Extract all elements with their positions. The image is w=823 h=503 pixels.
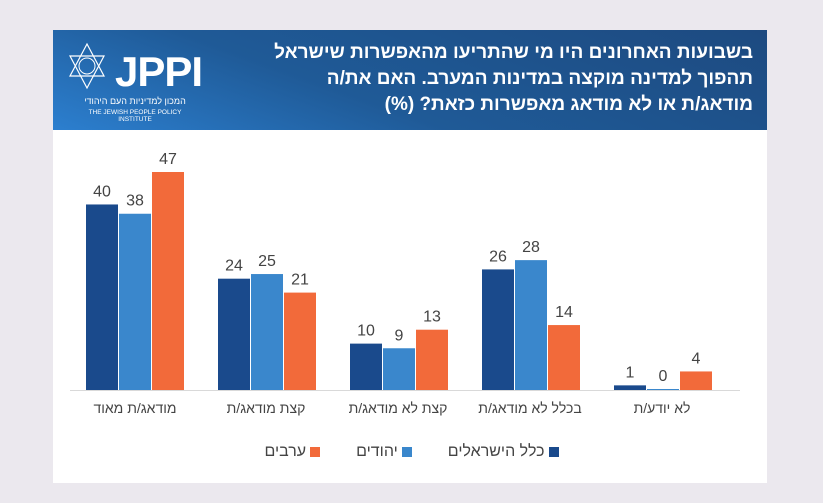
title-line: בשבועות האחרונים היו מי שהתריעו מהאפשרות… <box>274 42 753 63</box>
bar <box>251 274 283 390</box>
jppi-logo: JPPI המכון למדיניות העם היהודי THE JEWIS… <box>67 40 217 123</box>
category-label: קצת לא מודאג/ת <box>348 400 448 416</box>
bar <box>86 204 118 390</box>
category-label: מודאג/ת מאוד <box>93 400 177 416</box>
bar <box>119 213 151 390</box>
bar <box>152 172 184 390</box>
logo-english: THE JEWISH PEOPLE POLICY INSTITUTE <box>88 109 182 123</box>
legend-item: כלל הישראלים <box>448 443 559 461</box>
data-label: 14 <box>555 304 573 321</box>
title-line: מודאג/ת או לא מודאג מאפשרות כזאת? (%) <box>384 94 753 115</box>
data-label: 26 <box>489 248 507 265</box>
data-label: 10 <box>357 323 375 340</box>
legend-item: ערבים <box>264 443 321 461</box>
data-label: 28 <box>522 239 540 256</box>
bar <box>350 343 382 390</box>
legend-label: יהודים <box>356 443 398 460</box>
data-label: 1 <box>626 364 635 381</box>
bar <box>680 371 712 390</box>
bar <box>614 385 646 390</box>
data-label: 24 <box>225 258 243 275</box>
data-label: 40 <box>93 183 111 200</box>
data-label: 4 <box>692 350 701 367</box>
data-label: 13 <box>423 309 441 326</box>
header-banner: JPPI המכון למדיניות העם היהודי THE JEWIS… <box>53 30 767 130</box>
legend: ערבים יהודים כלל הישראלים <box>0 443 823 461</box>
bar <box>515 260 547 390</box>
bar <box>416 329 448 390</box>
legend-label: ערבים <box>264 443 307 460</box>
bar <box>218 278 250 390</box>
category-label: קצת מודאג/ת <box>226 400 306 416</box>
chart-card: JPPI המכון למדיניות העם היהודי THE JEWIS… <box>53 30 767 483</box>
data-label: 21 <box>291 272 309 289</box>
star-of-david-icon <box>69 42 105 90</box>
data-label: 25 <box>258 253 276 270</box>
bar <box>482 269 514 390</box>
bar <box>284 292 316 390</box>
logo-text: JPPI <box>115 48 203 95</box>
bar <box>383 348 415 390</box>
logo-hebrew: המכון למדיניות העם היהודי <box>84 96 186 106</box>
category-label: לא יודע/ת <box>633 400 691 416</box>
data-label: 47 <box>159 151 177 168</box>
bar <box>548 325 580 390</box>
legend-label: כלל הישראלים <box>447 443 545 460</box>
title-line: תהפוך למדינה מוקצה במדינות המערב. האם את… <box>326 68 753 89</box>
legend-swatch <box>401 447 412 457</box>
legend-swatch <box>310 447 321 457</box>
data-label: 9 <box>395 327 404 344</box>
legend-item: יהודים <box>356 443 412 461</box>
category-label: בכלל לא מודאג/ת <box>478 400 582 416</box>
data-label: 0 <box>659 368 668 385</box>
legend-swatch <box>548 447 559 457</box>
bar <box>647 389 679 390</box>
chart-title: בשבועות האחרונים היו מי שהתריעו מהאפשרות… <box>233 40 753 118</box>
data-label: 38 <box>126 193 144 210</box>
